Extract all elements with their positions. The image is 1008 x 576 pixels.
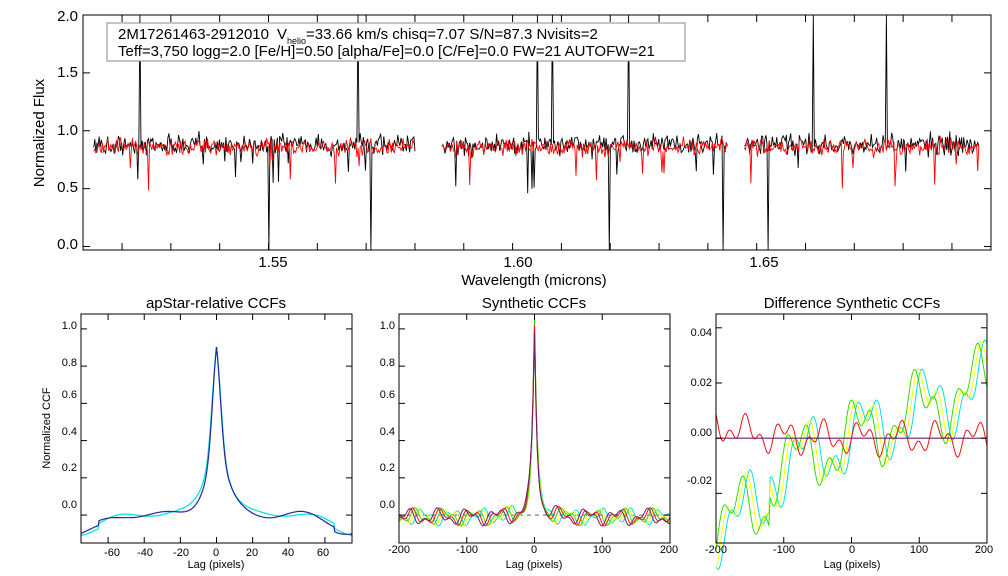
difference-ccf-title: Difference Synthetic CCFs: [764, 295, 940, 312]
difference-ccf-series: [715, 339, 988, 570]
apstar-x-tick: -60: [104, 547, 120, 559]
synthetic-x-tick: -200: [388, 544, 410, 556]
spectrum-x-label: Wavelength (microns): [461, 272, 606, 289]
synthetic-ccf-series: [398, 319, 671, 527]
synthetic-y-tick: 0.2: [380, 462, 395, 474]
apstar-ccf-panel: apStar-relative CCFs 0.0 0.2 0.4 0.6 0.8…: [41, 295, 353, 571]
apstar-x-tick: 40: [282, 547, 294, 559]
apstar-ccf-line: [80, 347, 353, 535]
synthetic-y-tick: 1.0: [380, 320, 395, 332]
difference-ccf-line: [715, 339, 988, 570]
apstar-x-axis-label: Lag (pixels): [188, 559, 245, 571]
spectrum-frame: [82, 14, 992, 251]
spectrum-ticks: [83, 14, 991, 250]
apstar-x-tick: -40: [137, 547, 153, 559]
difference-y-tick: 0.04: [691, 327, 712, 339]
apstar-y-tick: 0.2: [62, 462, 77, 474]
legend-box: [106, 22, 686, 62]
spectrum-line: [93, 14, 416, 251]
legend-line-1: 2M17261463-2912010 Vhelio=33.66 km/s chis…: [118, 26, 598, 46]
difference-y-tick: 0.02: [691, 377, 712, 389]
apstar-x-tick: 0: [213, 547, 219, 559]
spectrum-series: [93, 14, 980, 251]
synthetic-y-tick: 0.8: [380, 357, 395, 369]
apstar-x-tick: 20: [246, 547, 258, 559]
synthetic-y-tick: 0.0: [380, 499, 395, 511]
synthetic-ccf-line: [398, 331, 671, 527]
apstar-ccf-series: [80, 346, 353, 536]
spectrum-x-tick: 1.60: [503, 254, 532, 271]
difference-x-tick: -200: [705, 544, 727, 556]
spectrum-line: [744, 14, 980, 251]
apstar-y-tick: 0.0: [62, 499, 77, 511]
difference-ccf-ticks: [715, 314, 988, 543]
difference-ccf-line: [715, 342, 988, 550]
synthetic-y-tick: 0.6: [380, 389, 395, 401]
synthetic-x-tick: 0: [531, 544, 537, 556]
difference-y-tick: -0.02: [687, 475, 712, 487]
spectrum-x-tick: 1.65: [749, 254, 778, 271]
apstar-ccf-ticks: [81, 314, 352, 543]
spectrum-y-tick: 2.0: [57, 8, 78, 25]
difference-ccf-frame: [715, 313, 988, 544]
apstar-y-tick: 0.8: [62, 357, 77, 369]
synthetic-x-tick: -100: [456, 544, 478, 556]
spectrum-line: [441, 136, 728, 185]
apstar-y-tick: 0.4: [62, 426, 77, 438]
apstar-y-tick: 0.6: [62, 389, 77, 401]
spectrum-y-tick: 0.5: [57, 179, 78, 196]
synthetic-ccf-line: [398, 324, 671, 527]
spectrum-line: [744, 136, 980, 189]
synthetic-x-tick: 200: [660, 544, 678, 556]
synthetic-ccf-panel: Synthetic CCFs 0.0 0.2 0.4 0.6 0.8 1.0 -…: [380, 295, 678, 571]
synthetic-ccf-line: [398, 328, 671, 527]
synthetic-y-tick: 0.4: [380, 426, 395, 438]
spectrum-y-label: Normalized Flux: [31, 78, 48, 187]
apstar-ccf-title: apStar-relative CCFs: [146, 295, 286, 312]
legend-line-2: Teff=3,750 logg=2.0 [Fe/H]=0.50 [alpha/F…: [118, 43, 655, 60]
difference-x-tick: 200: [975, 544, 993, 556]
apstar-y-tick: 1.0: [62, 320, 77, 332]
synthetic-x-tick: 100: [593, 544, 611, 556]
difference-x-tick: 0: [849, 544, 855, 556]
spectrum-y-tick: 1.5: [57, 64, 78, 81]
difference-x-tick: -100: [773, 544, 795, 556]
synthetic-ccf-title: Synthetic CCFs: [482, 295, 586, 312]
synthetic-x-axis-label: Lag (pixels): [506, 559, 563, 571]
difference-y-tick: 0.00: [691, 427, 712, 439]
spectrum-legend: 2M17261463-2912010 Vhelio=33.66 km/s chis…: [106, 22, 686, 62]
difference-x-axis-label: Lag (pixels): [824, 559, 881, 571]
apstar-x-tick: 60: [317, 547, 329, 559]
difference-ccf-panel: Difference Synthetic CCFs -0.02 0.00 0.0…: [687, 295, 993, 571]
spectrum-y-tick: 1.0: [57, 122, 78, 139]
spectrum-y-tick: 0.0: [57, 236, 78, 253]
spectrum-panel: 0.0 0.5 1.0 1.5 2.0 1.55 1.60 1.65 Wavel…: [31, 8, 992, 289]
difference-x-tick: 100: [910, 544, 928, 556]
spectrum-x-tick: 1.55: [258, 254, 287, 271]
apstar-ccf-line: [80, 346, 353, 536]
apstar-y-label: Normalized CCF: [41, 387, 53, 469]
difference-ccf-line: [715, 340, 988, 569]
spectrum-line: [93, 137, 416, 191]
apstar-x-tick: -20: [173, 547, 189, 559]
synthetic-ccf-ticks: [398, 314, 671, 543]
